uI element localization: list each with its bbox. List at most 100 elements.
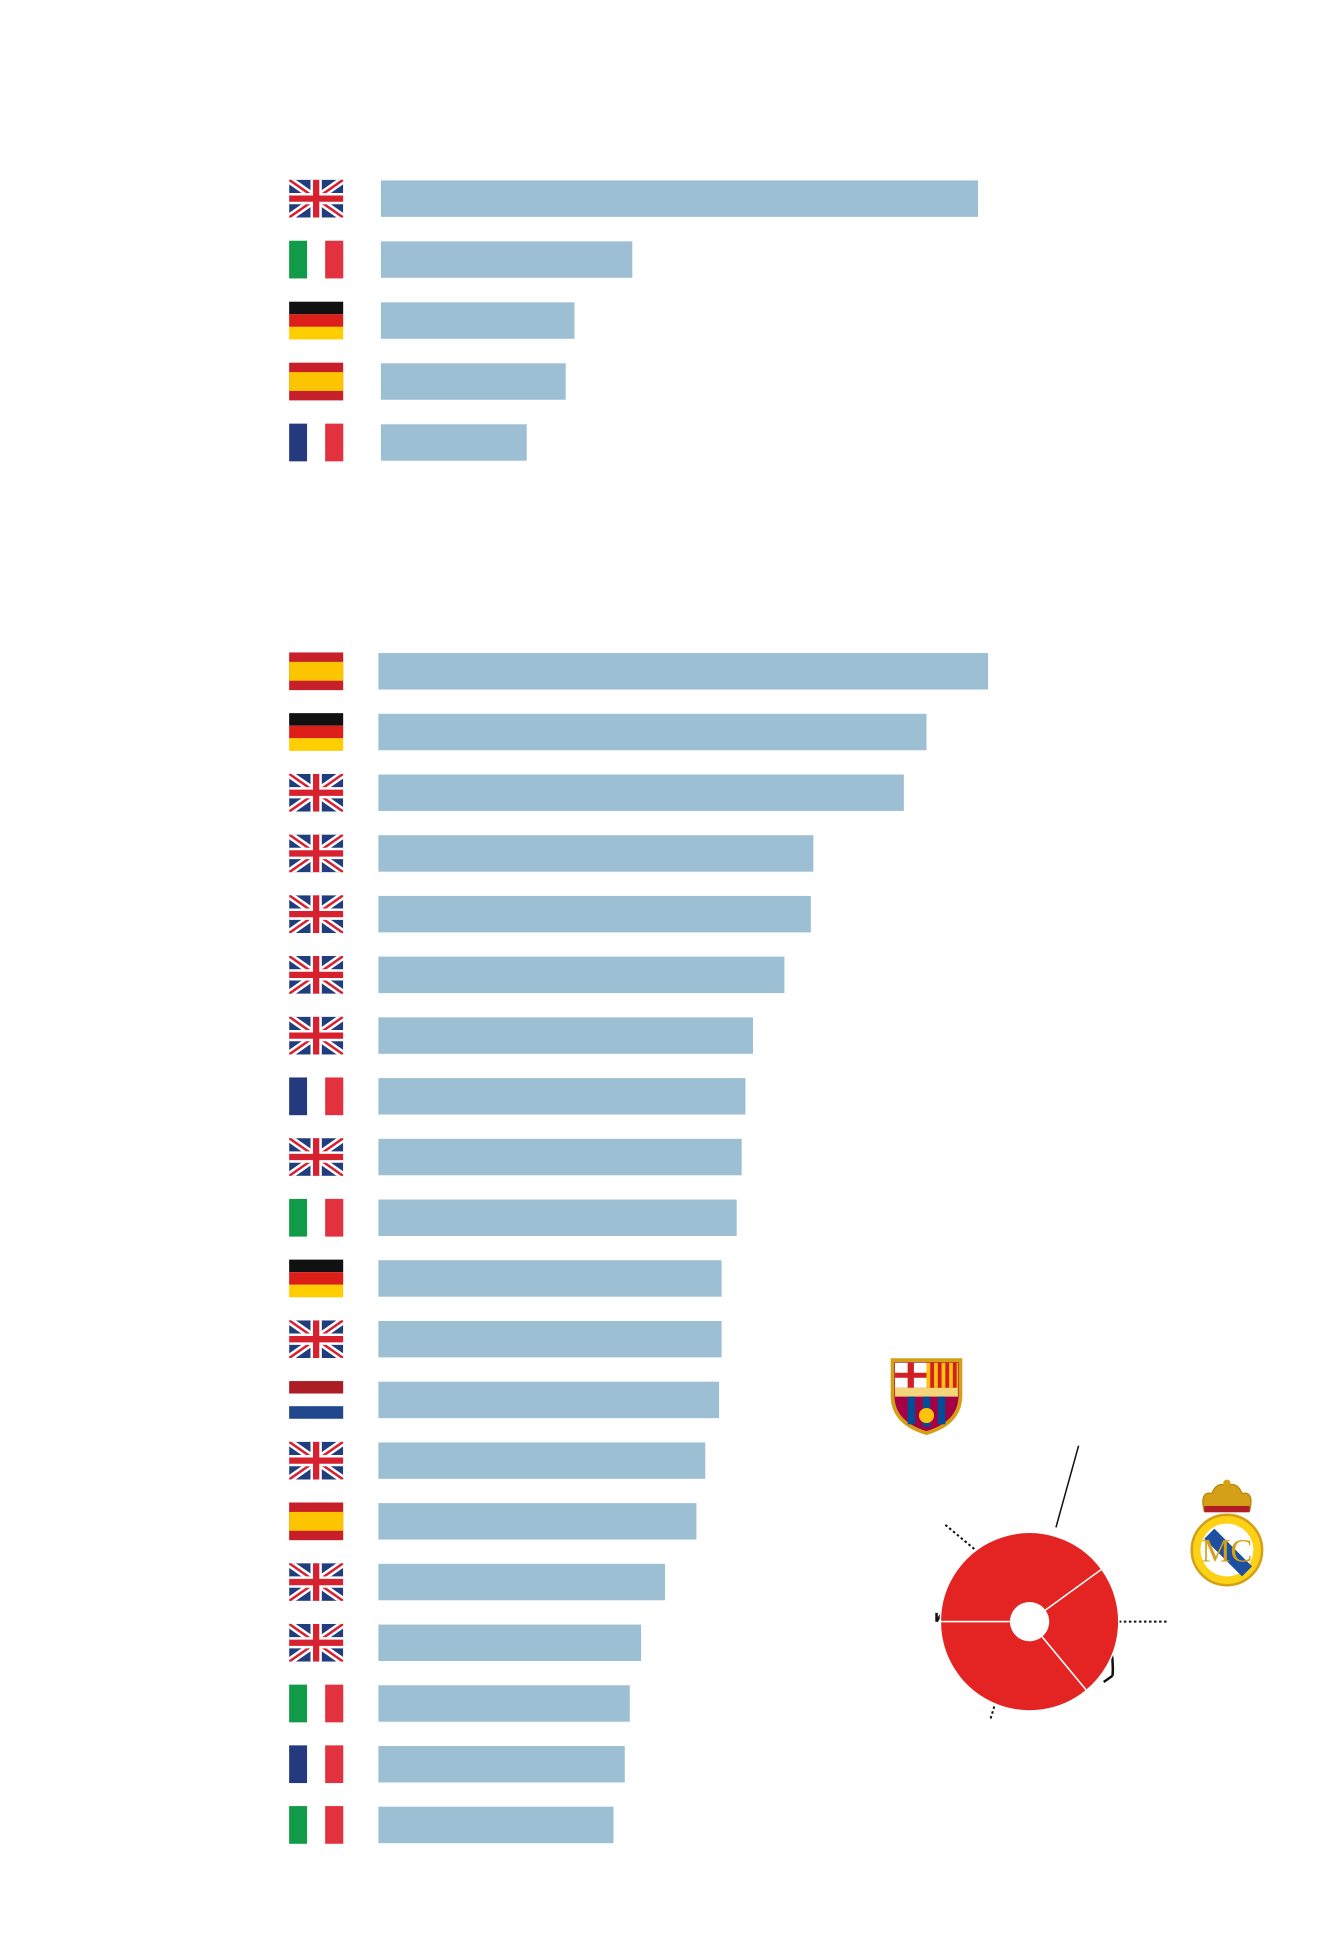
bar bbox=[378, 1563, 666, 1601]
flag-part bbox=[289, 240, 308, 279]
flag-part bbox=[289, 314, 344, 327]
flag-part bbox=[289, 713, 344, 726]
bar bbox=[380, 302, 575, 339]
bar bbox=[378, 713, 927, 751]
flag-union bbox=[289, 1563, 344, 1601]
flag-part bbox=[289, 179, 344, 218]
flag-part bbox=[289, 738, 344, 751]
flag bbox=[289, 1381, 344, 1419]
flag-part bbox=[307, 1684, 326, 1723]
flag-part bbox=[307, 1198, 326, 1237]
flag bbox=[289, 713, 344, 751]
flag-part bbox=[289, 661, 344, 681]
flag bbox=[289, 362, 344, 401]
flag bbox=[289, 1806, 344, 1844]
bar bbox=[378, 1806, 614, 1844]
flag-part bbox=[289, 1016, 344, 1055]
flag bbox=[289, 1320, 344, 1359]
bar bbox=[378, 1260, 722, 1297]
bar bbox=[378, 1381, 720, 1419]
flag-union bbox=[289, 1441, 344, 1480]
flag-part bbox=[307, 1077, 326, 1116]
bar bbox=[378, 653, 989, 690]
flag bbox=[289, 1745, 344, 1784]
flag-part bbox=[289, 1623, 344, 1662]
bar bbox=[380, 241, 633, 278]
flag-part bbox=[289, 1563, 344, 1601]
bar bbox=[378, 1199, 737, 1236]
flag-union bbox=[289, 773, 344, 812]
flag-part bbox=[307, 240, 326, 279]
flag-part bbox=[289, 1806, 308, 1844]
flag-part bbox=[325, 1077, 344, 1116]
flag bbox=[289, 1077, 344, 1116]
flag bbox=[289, 1198, 344, 1237]
flag bbox=[289, 1441, 344, 1480]
flag-part bbox=[325, 1684, 344, 1723]
flag bbox=[289, 1684, 344, 1723]
flag-union bbox=[289, 1320, 344, 1359]
flag bbox=[289, 301, 344, 340]
bar bbox=[378, 1320, 722, 1358]
flag bbox=[289, 895, 344, 934]
flag-part bbox=[289, 1393, 344, 1407]
pie-slice bbox=[939, 1531, 1103, 1623]
flag-part bbox=[325, 1198, 344, 1237]
flag bbox=[289, 1138, 344, 1176]
flag-part bbox=[325, 423, 344, 462]
flag-part bbox=[289, 1259, 344, 1273]
flag-union bbox=[289, 895, 344, 934]
flag-part bbox=[289, 1684, 308, 1723]
flag-part bbox=[289, 1511, 344, 1531]
flag-union bbox=[289, 956, 344, 994]
leader-line bbox=[1055, 1445, 1080, 1528]
bar bbox=[380, 180, 979, 217]
bar bbox=[378, 1017, 754, 1054]
bar bbox=[378, 1442, 706, 1479]
flag-union bbox=[289, 834, 344, 873]
flag-part bbox=[289, 725, 344, 739]
flag-part bbox=[289, 1441, 344, 1480]
flag bbox=[289, 1016, 344, 1055]
flag-part bbox=[289, 372, 344, 391]
flag-part bbox=[307, 423, 326, 462]
bar bbox=[378, 1138, 742, 1176]
flag-part bbox=[289, 423, 308, 462]
flag-part bbox=[325, 1745, 344, 1784]
flag-part bbox=[289, 956, 344, 994]
bar bbox=[378, 1685, 630, 1722]
flag bbox=[289, 423, 344, 462]
flag bbox=[289, 652, 344, 691]
flag-part bbox=[289, 1272, 344, 1285]
flag-union bbox=[289, 1138, 344, 1176]
flag-part bbox=[325, 1806, 344, 1844]
flag bbox=[289, 956, 344, 994]
bar bbox=[378, 1745, 625, 1783]
flag-part bbox=[289, 1320, 344, 1359]
flag-part bbox=[289, 1198, 308, 1237]
flag-part bbox=[289, 301, 344, 315]
canvas: MC bbox=[289, 179, 1264, 1844]
flag-part bbox=[307, 1745, 326, 1784]
flag bbox=[289, 773, 344, 812]
bar bbox=[378, 774, 904, 811]
flag-part bbox=[289, 895, 344, 934]
pie-slice bbox=[1040, 1568, 1120, 1692]
bar bbox=[378, 1624, 642, 1662]
flag bbox=[289, 179, 344, 218]
bar bbox=[378, 895, 811, 933]
flag bbox=[289, 1259, 344, 1298]
bar bbox=[378, 956, 785, 994]
flag-union bbox=[289, 1016, 344, 1055]
flag-part bbox=[289, 773, 344, 812]
flag-part bbox=[289, 1284, 344, 1298]
flag-part bbox=[289, 1381, 344, 1394]
flag bbox=[289, 240, 344, 279]
flag bbox=[289, 1502, 344, 1541]
flag-part bbox=[289, 1138, 344, 1176]
flag-part bbox=[289, 1077, 308, 1116]
flag bbox=[289, 1623, 344, 1662]
crest-monogram: MC bbox=[1202, 1533, 1253, 1569]
flag-union bbox=[289, 179, 344, 218]
bracket-end bbox=[1103, 1674, 1114, 1684]
